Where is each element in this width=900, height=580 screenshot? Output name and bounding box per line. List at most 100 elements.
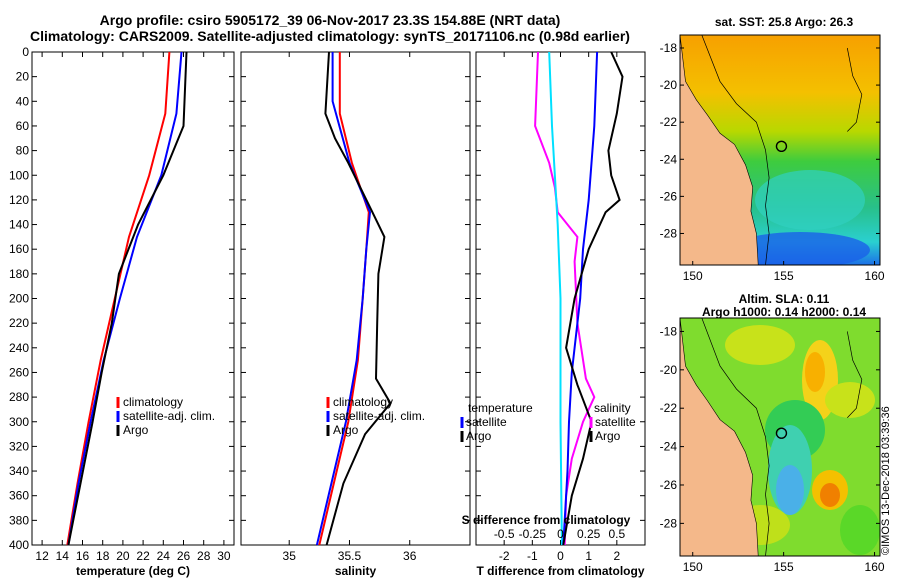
map-lon-label: 155 <box>774 269 794 283</box>
y-tick-label: 0 <box>22 45 29 59</box>
map-frame <box>679 317 881 557</box>
y-tick-label: 100 <box>9 168 29 182</box>
argo-position-marker <box>775 427 788 439</box>
y-tick-label: 80 <box>16 144 30 158</box>
map-lat-label: -24 <box>660 152 678 166</box>
x-tick-label: 14 <box>56 549 70 563</box>
map-lat-label: -18 <box>660 41 678 55</box>
map-lat-label: -24 <box>660 440 678 454</box>
x-tick-label: 0 <box>557 549 564 563</box>
chart-title-line2: Climatology: CARS2009. Satellite-adjuste… <box>30 28 630 44</box>
y-tick-label: 20 <box>16 70 30 84</box>
x-tick-label: 28 <box>197 549 211 563</box>
map-lat-label: -18 <box>660 324 678 338</box>
x-tick-label: 26 <box>177 549 191 563</box>
bathymetry-contour <box>701 35 770 265</box>
top-tick-label: 0.25 <box>577 527 601 541</box>
y-tick-label: 300 <box>9 415 29 429</box>
bathymetry-contour <box>846 47 863 132</box>
legend-label: satellite-adj. clim. <box>123 409 215 423</box>
series-line-s-argo-diff <box>562 51 624 546</box>
y-tick-label: 260 <box>9 365 29 379</box>
sla-blob <box>825 382 875 418</box>
x-tick-label: 16 <box>76 549 90 563</box>
sst-cold-patch <box>730 232 870 265</box>
top-tick-label: -0.25 <box>519 527 547 541</box>
imos-credit: ©IMOS 13-Dec-2018 03:39:36 <box>880 406 892 555</box>
map-lon-label: 160 <box>865 560 885 574</box>
top-tick-label: 0.5 <box>608 527 625 541</box>
legend-label: salinity <box>594 401 631 415</box>
x-axis-label: temperature (deg C) <box>76 564 190 578</box>
series-line-satellite-adj-clim- <box>315 52 372 546</box>
y-tick-label: 240 <box>9 341 29 355</box>
x-tick-label: 2 <box>613 549 620 563</box>
y-tick-label: 340 <box>9 464 29 478</box>
series-line-t-argo-diff <box>562 51 599 546</box>
x-tick-label: 18 <box>96 549 110 563</box>
bathymetry-contour <box>846 331 863 419</box>
sst-map: -18 -20 -22 -24 -26 -28 150 155 160 <box>660 34 885 283</box>
map-lat-label: -28 <box>660 226 678 240</box>
y-tick-label: 140 <box>9 218 29 232</box>
panel-frame-2 <box>240 51 471 546</box>
x-tick-label: 35 <box>283 549 297 563</box>
y-tick-label: 280 <box>9 390 29 404</box>
sla-map-title-1: Altim. SLA: 0.11 <box>738 292 830 306</box>
x-tick-label: -1 <box>527 549 538 563</box>
y-tick-label: 160 <box>9 242 29 256</box>
legend-label: climatology <box>333 395 393 409</box>
panel-frame-1 <box>31 51 235 546</box>
legend-label: Argo <box>466 429 492 443</box>
legend-label: climatology <box>123 395 183 409</box>
x-axis-label: T difference from climatology <box>476 564 644 578</box>
legend-label: satellite <box>466 415 507 429</box>
x-tick-label: -2 <box>499 549 510 563</box>
sla-map: -18 -20 -22 -24 -26 -28 150 155 160 <box>660 317 885 574</box>
y-tick-label: 120 <box>9 193 29 207</box>
map-lon-label: 150 <box>683 269 703 283</box>
top-tick-label: -0.5 <box>494 527 515 541</box>
sst-warm-patch <box>755 170 865 230</box>
y-tick-label: 180 <box>9 267 29 281</box>
sla-blob <box>776 465 804 515</box>
x-tick-label: 24 <box>157 549 171 563</box>
series-line-satellite-adj-clim- <box>67 51 183 546</box>
x-axis-label: salinity <box>335 564 377 578</box>
legend-label: satellite <box>595 415 636 429</box>
series-line-argo <box>67 51 188 546</box>
x-tick-label: 22 <box>136 549 150 563</box>
land-mass <box>680 318 759 556</box>
y-tick-label: 60 <box>16 119 30 133</box>
x-tick-label: 30 <box>217 549 231 563</box>
bathymetry-contour <box>701 318 770 556</box>
legend-label: temperature <box>468 401 533 415</box>
sla-map-title-2: Argo h1000: 0.14 h2000: 0.14 <box>701 305 867 319</box>
map-lat-label: -20 <box>660 363 678 377</box>
series-line-argo <box>324 51 392 546</box>
legend-label: Argo <box>123 423 149 437</box>
map-lat-label: -26 <box>660 189 678 203</box>
sla-blob <box>840 505 880 555</box>
land-mass <box>680 35 759 265</box>
legend-label: Argo <box>595 429 621 443</box>
map-lat-label: -20 <box>660 78 678 92</box>
x-tick-label: 12 <box>35 549 49 563</box>
map-lat-label: -26 <box>660 478 678 492</box>
legend-label: Argo <box>333 423 359 437</box>
map-lon-label: 150 <box>683 560 703 574</box>
y-tick-label: 200 <box>9 292 29 306</box>
y-tick-label: 400 <box>9 538 29 552</box>
y-tick-label: 320 <box>9 439 29 453</box>
x-tick-label: 1 <box>585 549 592 563</box>
x-tick-label: 36 <box>403 549 417 563</box>
sla-blob <box>820 483 840 507</box>
y-tick-label: 380 <box>9 513 29 527</box>
x-tick-label: 35.5 <box>338 549 362 563</box>
argo-position-marker <box>775 140 788 152</box>
map-lat-label: -22 <box>660 401 678 415</box>
top-tick-label: 0 <box>557 527 564 541</box>
y-tick-label: 360 <box>9 489 29 503</box>
x-tick-label: 20 <box>116 549 130 563</box>
